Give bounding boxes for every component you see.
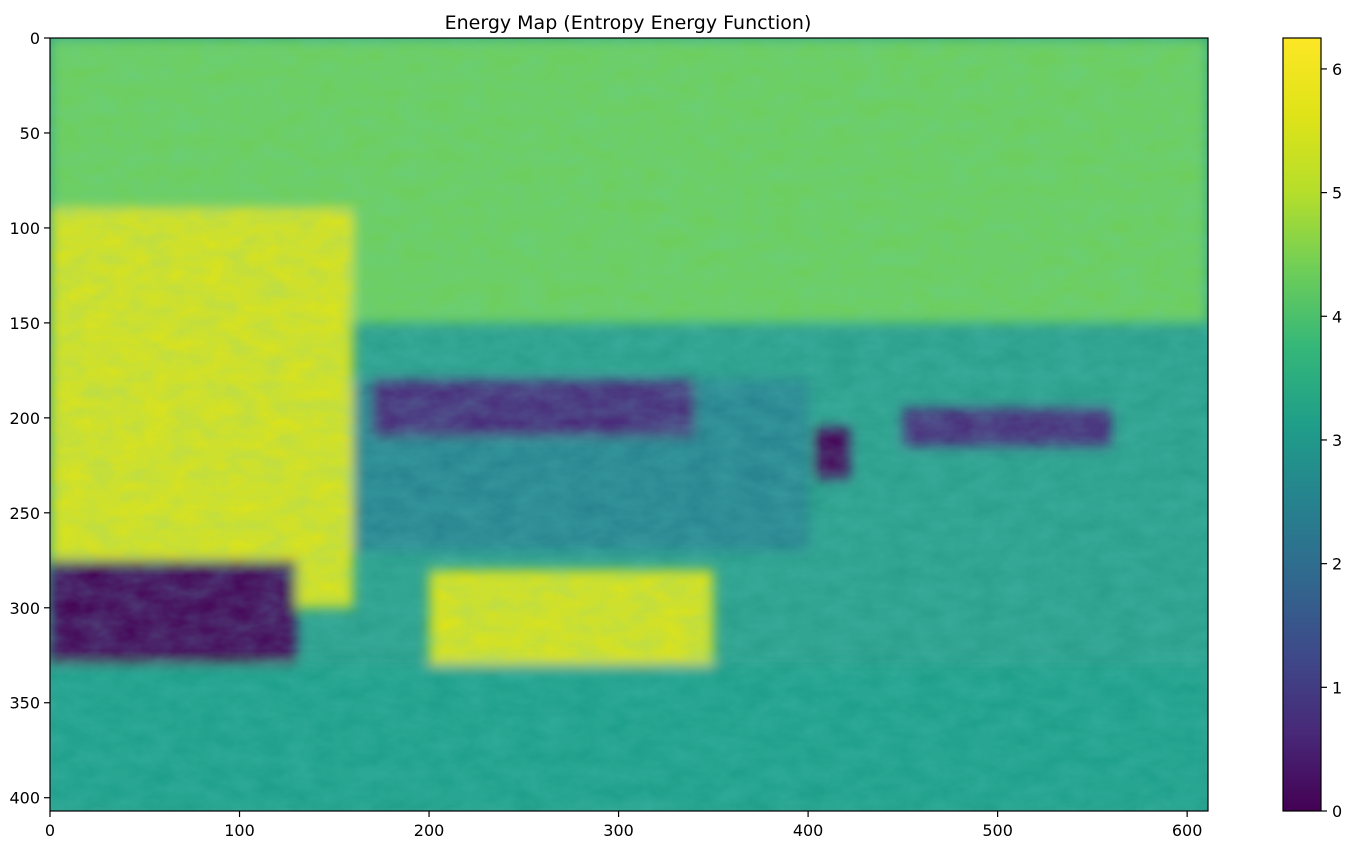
x-tick-label: 100	[224, 821, 255, 840]
chart-title: Energy Map (Entropy Energy Function)	[445, 12, 812, 34]
plot-frame	[49, 37, 1209, 812]
y-tick-label: 350	[9, 694, 40, 713]
y-tick-label: 300	[9, 599, 40, 618]
colorbar-gradient	[1282, 37, 1322, 812]
colorbar-tick-label: 3	[1332, 431, 1342, 450]
colorbar-ticks: 0 1 2 3 4 5 6	[1321, 60, 1342, 821]
colorbar-tick-label: 1	[1332, 678, 1342, 697]
x-tick-label: 500	[982, 821, 1013, 840]
colorbar-tick-label: 5	[1332, 184, 1342, 203]
y-tick-label: 0	[30, 29, 40, 48]
colorbar-tick-label: 2	[1332, 555, 1342, 574]
y-tick-label: 150	[9, 314, 40, 333]
colorbar-tick-label: 0	[1332, 802, 1342, 821]
y-tick-label: 400	[9, 789, 40, 808]
x-tick-label: 200	[414, 821, 445, 840]
y-tick-label: 250	[9, 504, 40, 523]
heatmap-texture	[50, 38, 1208, 811]
y-tick-label: 100	[9, 219, 40, 238]
colorbar-tick-label: 4	[1332, 307, 1342, 326]
y-tick-label: 50	[20, 124, 40, 143]
y-axis: 0 50 100 150 200 250 300 350 400	[9, 29, 50, 808]
y-tick-label: 200	[9, 409, 40, 428]
x-tick-label: 300	[603, 821, 634, 840]
x-tick-label: 0	[45, 821, 55, 840]
x-tick-label: 400	[793, 821, 824, 840]
colorbar: 0 1 2 3 4 5 6	[1282, 37, 1342, 821]
heatmap-image	[50, 38, 1208, 811]
x-axis: 0 100 200 300 400 500 600	[45, 811, 1203, 840]
colorbar-tick-label: 6	[1332, 60, 1342, 79]
x-tick-label: 600	[1172, 821, 1203, 840]
